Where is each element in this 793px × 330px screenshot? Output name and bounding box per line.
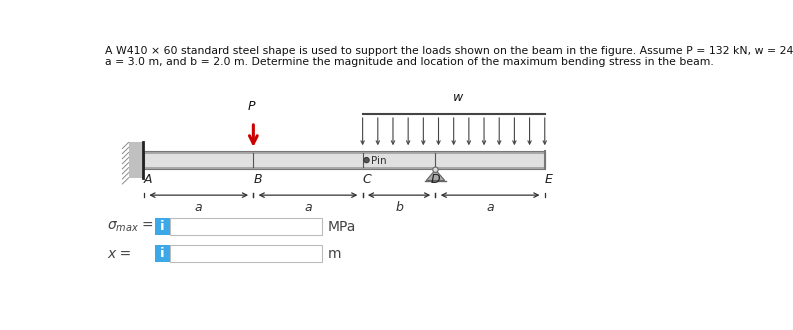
Text: a: a [486, 201, 494, 214]
Text: i: i [160, 220, 165, 233]
Bar [144, 167, 545, 169]
Text: a = 3.0 m, and b = 2.0 m. Determine the magnitude and location of the maximum be: a = 3.0 m, and b = 2.0 m. Determine the … [105, 56, 714, 67]
Text: P: P [248, 100, 255, 113]
Text: MPa: MPa [328, 220, 356, 234]
Circle shape [364, 157, 370, 163]
Text: A: A [144, 173, 152, 186]
Bar [128, 143, 143, 178]
Bar [144, 153, 545, 167]
Text: E: E [545, 173, 553, 186]
Text: A W410 × 60 standard steel shape is used to support the loads shown on the beam : A W410 × 60 standard steel shape is used… [105, 46, 793, 56]
Text: a: a [305, 201, 312, 214]
Circle shape [433, 167, 439, 172]
Bar [144, 151, 545, 169]
Text: m: m [328, 247, 341, 261]
Bar [170, 245, 321, 262]
Text: B: B [253, 173, 262, 186]
Bar [155, 218, 170, 235]
Text: a: a [195, 201, 202, 214]
Bar [144, 151, 545, 153]
Text: Pin: Pin [371, 156, 387, 166]
Text: b: b [395, 201, 403, 214]
Bar [155, 245, 170, 262]
Text: i: i [160, 247, 165, 260]
Text: D: D [431, 173, 440, 186]
Text: $\sigma_{max}$ =: $\sigma_{max}$ = [107, 219, 154, 234]
Polygon shape [426, 170, 445, 181]
Text: x =: x = [107, 247, 131, 261]
Text: C: C [362, 173, 371, 186]
Text: w: w [453, 90, 462, 104]
Bar [170, 218, 321, 235]
